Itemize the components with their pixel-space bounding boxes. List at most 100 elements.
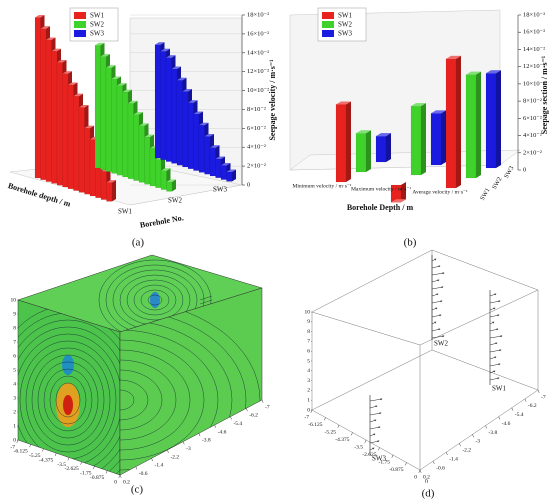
bar-front <box>485 73 497 169</box>
vector-line <box>199 299 213 305</box>
y-axis-label: Borehole No. <box>139 213 184 230</box>
bar-top-shade <box>166 55 176 58</box>
bar-front <box>56 62 63 186</box>
category-label: SW2 <box>168 197 183 205</box>
legend-label: SW2 <box>90 21 105 29</box>
bar-top <box>199 122 209 126</box>
vector-line <box>199 295 213 301</box>
bar-front <box>198 125 205 173</box>
bar-front <box>105 67 112 172</box>
annotation: n <box>425 478 428 484</box>
bar-top <box>106 180 116 183</box>
bar-top-shade <box>40 26 50 29</box>
xticks-tick-label: -7 <box>304 414 309 420</box>
velocity-vector <box>489 363 501 367</box>
yticks-tick <box>151 458 153 462</box>
bar-front <box>40 28 47 180</box>
yticks-tick <box>537 389 540 393</box>
bar-top-shade <box>188 100 198 103</box>
bar-side-shade <box>441 110 446 165</box>
xticks-tick <box>67 457 70 461</box>
bar-front <box>127 103 134 179</box>
bar-front <box>106 182 113 202</box>
bar-side-shade <box>366 130 371 172</box>
bar-top-shade <box>336 101 351 105</box>
bar-top-shade <box>68 82 78 85</box>
xticks-tick <box>80 461 82 465</box>
bar-top-shade <box>144 134 154 137</box>
cube-edge <box>311 349 433 411</box>
bar-front <box>89 139 96 197</box>
zticks-tick-label: 9 <box>307 319 310 325</box>
yticks-tick-label: -3.8 <box>202 438 211 444</box>
bar-top <box>106 65 116 68</box>
bar-front <box>171 68 178 164</box>
bar-side-shade <box>172 179 176 192</box>
bar-top-shade <box>100 54 110 57</box>
bar-top <box>166 55 176 58</box>
bar-side <box>476 71 481 178</box>
bar-side <box>366 130 371 172</box>
bar <box>166 179 176 192</box>
yticks-tick-label: -4.6 <box>502 421 511 427</box>
z-tick-label: 6×10⁻² <box>247 125 266 132</box>
legend-swatch <box>322 30 334 37</box>
bar-side <box>456 55 461 189</box>
bar-top <box>35 15 45 18</box>
contour-line <box>105 264 205 332</box>
z-tick-label: 4×10⁻² <box>247 144 266 151</box>
z-tick-label: 16×10⁻² <box>523 29 545 36</box>
cold-zone <box>62 355 74 375</box>
zticks-tick-label: 10 <box>11 297 17 303</box>
bar-front <box>100 171 107 200</box>
cube-edge <box>311 311 421 346</box>
contour-line <box>120 329 219 471</box>
contour-line <box>120 299 261 475</box>
bar-top <box>391 199 406 203</box>
xticks-tick-label: -4.375 <box>39 457 53 463</box>
velocity-vector <box>489 300 501 304</box>
bar-top-shade <box>155 42 165 45</box>
zticks-tick-label: 9 <box>13 311 16 317</box>
contours-right <box>120 299 261 475</box>
bar-side <box>421 103 426 175</box>
bar-side <box>401 182 406 203</box>
bar-top <box>161 168 171 171</box>
z-tick-label: 16×10⁻² <box>247 30 269 37</box>
panel-label: (b) <box>404 237 417 249</box>
z-tick-label: 2×10⁻² <box>523 149 542 156</box>
bar-front <box>155 159 162 188</box>
bar-front <box>375 136 387 163</box>
category-label: Average velocity / m·s⁻¹ <box>412 189 468 195</box>
bar <box>445 55 461 189</box>
bar-top-shade <box>391 199 406 203</box>
velocity-vector <box>431 328 441 332</box>
zticks-tick-label: 6 <box>13 353 16 359</box>
contour-line <box>43 368 93 432</box>
xticks-tick <box>105 470 108 474</box>
zticks-tick-label: 0 <box>307 407 310 413</box>
bar-top-shade <box>177 77 187 81</box>
bar-front <box>45 39 52 182</box>
yticks-tick-label: -2.2 <box>462 448 471 454</box>
xticks-tick-label: -3.5 <box>57 462 66 468</box>
bar-side-shade <box>346 101 351 182</box>
velocity-vector <box>431 335 445 339</box>
bar-front <box>111 78 118 174</box>
bar-top <box>182 89 192 92</box>
bar-side-shade <box>401 182 406 203</box>
xticks-tick-label: -2.625 <box>362 452 376 458</box>
bar-front <box>51 51 58 184</box>
bar <box>485 70 501 169</box>
bar-top <box>128 100 138 104</box>
xticks-tick <box>324 417 326 421</box>
bar-top <box>166 179 176 182</box>
yticks-tick <box>182 441 185 445</box>
z-tick-label: 6×10⁻² <box>523 115 542 122</box>
bar-front <box>73 96 80 191</box>
zticks-tick-label: 7 <box>307 339 310 345</box>
cube-edge <box>431 249 539 291</box>
bar-front <box>209 147 216 177</box>
z-tick-label: 2×10⁻² <box>247 163 266 170</box>
yticks-tick <box>445 452 448 456</box>
